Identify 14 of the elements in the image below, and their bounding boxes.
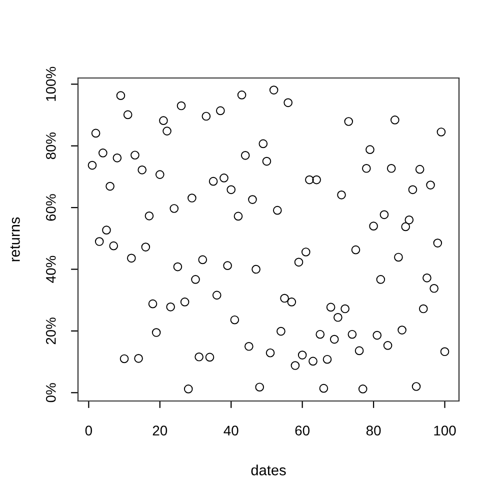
x-tick-label: 20 <box>152 426 168 436</box>
y-tick-label: 40% <box>46 256 56 283</box>
x-tick-label: 100 <box>434 426 456 436</box>
y-tick-label: 80% <box>46 132 56 160</box>
y-tick-label: 60% <box>46 194 56 221</box>
y-tick-label: 100% <box>46 66 56 101</box>
y-tick-label: 20% <box>46 318 56 344</box>
x-tick-label: 80 <box>366 426 381 436</box>
y-axis-title: returns <box>10 217 20 262</box>
x-tick-label: 0 <box>85 426 92 436</box>
x-axis-title: dates <box>251 464 286 476</box>
y-tick-label: 0% <box>46 383 56 402</box>
x-tick-label: 40 <box>224 426 238 436</box>
x-tick-label: 60 <box>295 426 310 436</box>
